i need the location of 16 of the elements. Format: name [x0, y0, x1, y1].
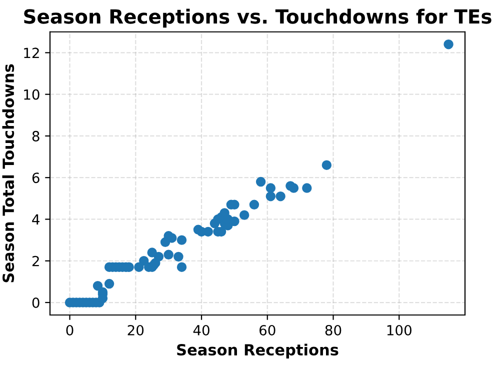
y-tick-label: 10	[24, 89, 40, 100]
y-tick-label: 12	[24, 48, 39, 58]
y-tick-label: 2	[32, 256, 39, 266]
y-tick-label: 4	[32, 214, 40, 225]
x-tick-label: 100	[387, 324, 412, 336]
x-tick-label: 0	[66, 324, 74, 336]
y-axis-title: Season Total Touchdowns	[2, 64, 14, 282]
y-tick-label: 0	[32, 297, 40, 308]
y-tick-label: 6	[32, 172, 40, 184]
x-tick-label: 20	[128, 324, 144, 336]
x-axis-title: Season Receptions	[177, 344, 338, 359]
x-tick-label: 40	[193, 324, 210, 336]
x-tick-label: 60	[260, 324, 276, 336]
x-tick-label: 80	[325, 324, 342, 336]
y-tick-label: 8	[32, 130, 40, 142]
chart-title: Season Receptions vs. Touchdowns for TEs	[24, 8, 492, 28]
